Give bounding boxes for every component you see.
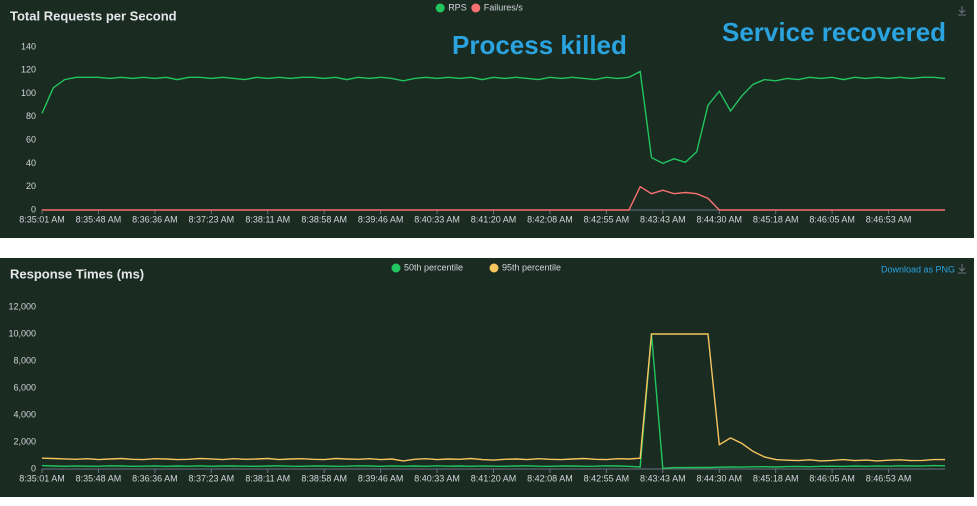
legend-label[interactable]: Failures/s: [484, 2, 524, 12]
series-line: [42, 185, 945, 211]
y-tick-label: 40: [26, 158, 36, 168]
x-tick-label: 8:46:05 AM: [809, 214, 855, 224]
y-tick-label: 2,000: [13, 436, 36, 446]
panel: [0, 0, 974, 238]
legend-swatch[interactable]: [489, 263, 499, 273]
x-tick-label: 8:44:30 AM: [696, 214, 742, 224]
legend-swatch[interactable]: [435, 3, 445, 13]
x-tick-label: 8:35:01 AM: [19, 214, 65, 224]
panel: [0, 258, 974, 497]
x-tick-label: 8:46:53 AM: [866, 214, 912, 224]
y-tick-label: 0: [31, 463, 36, 473]
x-tick-label: 8:46:53 AM: [866, 473, 912, 483]
x-tick-label: 8:36:36 AM: [132, 473, 178, 483]
y-tick-label: 100: [21, 88, 36, 98]
y-tick-label: 10,000: [8, 328, 36, 338]
y-tick-label: 60: [26, 135, 36, 145]
y-tick-label: 6,000: [13, 382, 36, 392]
x-tick-label: 8:42:08 AM: [527, 473, 573, 483]
x-tick-label: 8:42:08 AM: [527, 214, 573, 224]
legend-swatch[interactable]: [391, 263, 401, 273]
legend-label[interactable]: 95th percentile: [502, 262, 561, 272]
y-tick-label: 140: [21, 41, 36, 51]
x-tick-label: 8:36:36 AM: [132, 214, 178, 224]
y-tick-label: 8,000: [13, 355, 36, 365]
x-tick-label: 8:38:58 AM: [301, 214, 347, 224]
x-tick-label: 8:42:55 AM: [584, 473, 630, 483]
x-tick-label: 8:41:20 AM: [471, 473, 517, 483]
x-tick-label: 8:35:01 AM: [19, 473, 65, 483]
legend-label[interactable]: 50th percentile: [404, 262, 463, 272]
annotation: Process killed: [452, 30, 627, 60]
download-link[interactable]: Download as PNG: [881, 264, 955, 274]
y-tick-label: 12,000: [8, 301, 36, 311]
y-tick-label: 120: [21, 65, 36, 75]
legend-label[interactable]: RPS: [448, 2, 467, 12]
x-tick-label: 8:42:55 AM: [584, 214, 630, 224]
download-icon[interactable]: [958, 6, 966, 16]
download-icon[interactable]: [958, 264, 966, 274]
x-tick-label: 8:40:33 AM: [414, 473, 460, 483]
y-tick-label: 0: [31, 204, 36, 214]
annotation: Service recovered: [722, 17, 946, 47]
x-tick-label: 8:35:48 AM: [76, 473, 122, 483]
x-tick-label: 8:43:43 AM: [640, 473, 686, 483]
x-tick-label: 8:38:11 AM: [245, 473, 290, 483]
x-tick-label: 8:37:23 AM: [189, 214, 235, 224]
x-tick-label: 8:45:18 AM: [753, 214, 799, 224]
x-tick-label: 8:38:11 AM: [245, 214, 290, 224]
series-line: [41, 70, 946, 165]
x-tick-label: 8:35:48 AM: [76, 214, 122, 224]
x-tick-label: 8:43:43 AM: [640, 214, 686, 224]
y-tick-label: 4,000: [13, 409, 36, 419]
x-tick-label: 8:39:46 AM: [358, 473, 404, 483]
series-line: [41, 333, 946, 470]
x-tick-label: 8:37:23 AM: [189, 473, 235, 483]
chart-title: Total Requests per Second: [10, 8, 177, 23]
chart-title: Response Times (ms): [10, 266, 144, 281]
x-tick-label: 8:38:58 AM: [301, 473, 347, 483]
x-tick-label: 8:44:30 AM: [696, 473, 742, 483]
x-tick-label: 8:40:33 AM: [414, 214, 460, 224]
series-line: [41, 333, 945, 462]
x-tick-label: 8:45:18 AM: [753, 473, 799, 483]
x-tick-label: 8:46:05 AM: [809, 473, 855, 483]
y-tick-label: 80: [26, 111, 36, 121]
y-tick-label: 20: [26, 181, 36, 191]
legend-swatch[interactable]: [471, 3, 481, 13]
x-tick-label: 8:39:46 AM: [358, 214, 404, 224]
x-tick-label: 8:41:20 AM: [471, 214, 517, 224]
